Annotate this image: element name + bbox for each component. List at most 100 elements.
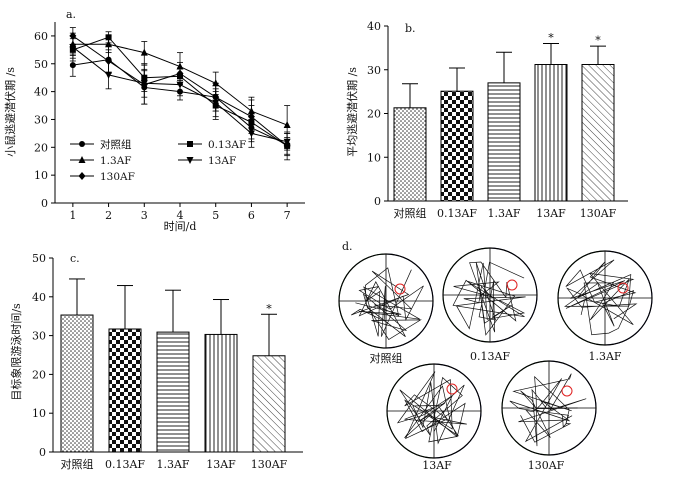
c-y-tick-label: 20 [32, 368, 46, 381]
a-legend-label: 130AF [100, 171, 135, 183]
a-point-triangle-up [140, 48, 148, 56]
b-category-label: 13AF [536, 207, 566, 220]
a-x-tick-label: 2 [105, 209, 112, 222]
c-y-tick-label: 0 [39, 446, 46, 459]
d-swim-path [509, 373, 587, 447]
c-y-tick-label: 30 [32, 330, 46, 343]
b-category-label: 对照组 [394, 206, 427, 220]
panel-a-line-chart: a. 小鼠逃避潜伏期 /s 时间/d 0 10 20 30 40 50 60 1 2 3 4 5 6 7 对… [3, 8, 305, 233]
panel-a-ylabel: 小鼠逃避潜伏期 /s [3, 67, 17, 157]
a-legend-marker-circle [79, 141, 85, 147]
c-category-label: 13AF [206, 458, 236, 471]
c-bar [204, 333, 238, 453]
a-y-tick-label: 60 [34, 30, 48, 43]
a-y-tick-label: 10 [34, 169, 48, 182]
panel-b-bar-chart: b. 平均逃避潜伏期 /s 0 10 20 30 40 对照组 0.13AF 1.3AF * 13… [345, 20, 628, 220]
a-legend-label: 对照组 [100, 138, 132, 151]
d-platform [446, 383, 458, 395]
panel-c-ylabel: 目标象限游泳时间/s [9, 303, 23, 401]
a-x-tick-label: 1 [69, 209, 76, 222]
a-point-triangle-up [105, 40, 113, 48]
a-x-tick-label: 6 [248, 209, 255, 222]
c-bar [60, 314, 94, 453]
a-x-tick-label: 4 [177, 209, 184, 222]
c-category-label: 1.3AF [156, 458, 189, 471]
b-bar [581, 64, 615, 202]
d-platform [561, 385, 573, 397]
a-y-tick-label: 0 [41, 197, 48, 210]
a-y-tick-label: 20 [34, 141, 48, 154]
a-x-tick-label: 3 [141, 209, 148, 222]
d-pool-label: 130AF [528, 459, 565, 472]
a-x-tick-label: 5 [212, 209, 219, 222]
b-category-label: 130AF [580, 207, 617, 220]
b-y-tick-label: 20 [367, 108, 381, 121]
a-point-triangle-up [283, 121, 291, 129]
a-y-tick-label: 50 [34, 58, 48, 71]
a-legend-label: 0.13AF [208, 139, 246, 151]
d-swim-path [452, 261, 526, 336]
d-pool-label: 0.13AF [470, 350, 510, 363]
c-y-tick-label: 50 [32, 252, 46, 265]
c-bar [156, 331, 190, 453]
c-y-tick-label: 40 [32, 291, 46, 304]
a-x-tick-label: 7 [284, 209, 291, 222]
b-category-label: 1.3AF [487, 207, 520, 220]
d-swim-path [396, 371, 467, 445]
a-y-tick-label: 40 [34, 86, 48, 99]
d-pool-label: 对照组 [370, 351, 403, 365]
c-bar [108, 328, 142, 453]
b-y-tick-label: 0 [374, 195, 381, 208]
panel-a-xlabel: 时间/d [164, 220, 197, 233]
b-category-label: 0.13AF [437, 207, 477, 220]
a-legend-marker-diamond [78, 172, 86, 180]
a-legend-marker-triangle-down [186, 157, 194, 164]
b-significance-mark: * [548, 32, 554, 45]
b-significance-mark: * [595, 34, 601, 47]
a-legend-label: 13AF [208, 155, 236, 167]
a-point-diamond [69, 31, 77, 40]
panel-c-label: c. [70, 252, 80, 265]
a-point-triangle-down [105, 71, 113, 79]
a-point-triangle-down [247, 130, 255, 138]
a-y-tick-label: 30 [34, 113, 48, 126]
a-point-triangle-down [69, 44, 77, 52]
b-bar [487, 82, 521, 202]
a-point-diamond [176, 69, 184, 78]
panel-c-bar-chart: c. 目标象限游泳时间/s 0 10 20 30 40 50 对照组 0.13AF 1.3AF 1… [9, 252, 303, 471]
a-point-triangle-down [176, 81, 184, 89]
b-bar [393, 107, 427, 202]
b-bar [440, 90, 474, 202]
panel-b-ylabel: 平均逃避潜伏期 /s [345, 67, 359, 157]
panel-d-swim-paths: d. 对照组 0.13AF 1.3AF 13AF 130AF [338, 240, 653, 472]
a-point-diamond [212, 93, 220, 102]
a-legend-marker-square [187, 141, 193, 147]
a-legend-marker-triangle-up [78, 156, 86, 163]
a-point-diamond [105, 56, 113, 65]
d-platform [617, 282, 629, 294]
panel-b-label: b. [405, 22, 416, 35]
c-significance-mark: * [266, 302, 272, 315]
c-y-tick-label: 10 [32, 407, 46, 420]
a-point-diamond [247, 112, 255, 121]
d-swim-path [563, 259, 638, 336]
a-legend-label: 1.3AF [100, 155, 132, 167]
b-bar [534, 64, 568, 202]
d-swim-path [351, 267, 424, 340]
c-category-label: 130AF [251, 458, 288, 471]
d-platform [394, 283, 406, 295]
panel-d-label: d. [342, 240, 353, 253]
b-y-tick-label: 40 [367, 20, 381, 33]
b-y-tick-label: 10 [367, 151, 381, 164]
c-bar [252, 355, 286, 453]
d-pool-label: 13AF [422, 459, 452, 472]
panel-a-label: a. [66, 8, 76, 21]
b-y-tick-label: 30 [367, 64, 381, 77]
a-point-diamond [283, 141, 291, 150]
a-point-diamond [140, 80, 148, 89]
c-category-label: 0.13AF [105, 458, 145, 471]
d-platform [506, 279, 518, 291]
c-category-label: 对照组 [61, 457, 94, 471]
a-point-circle [69, 62, 76, 69]
